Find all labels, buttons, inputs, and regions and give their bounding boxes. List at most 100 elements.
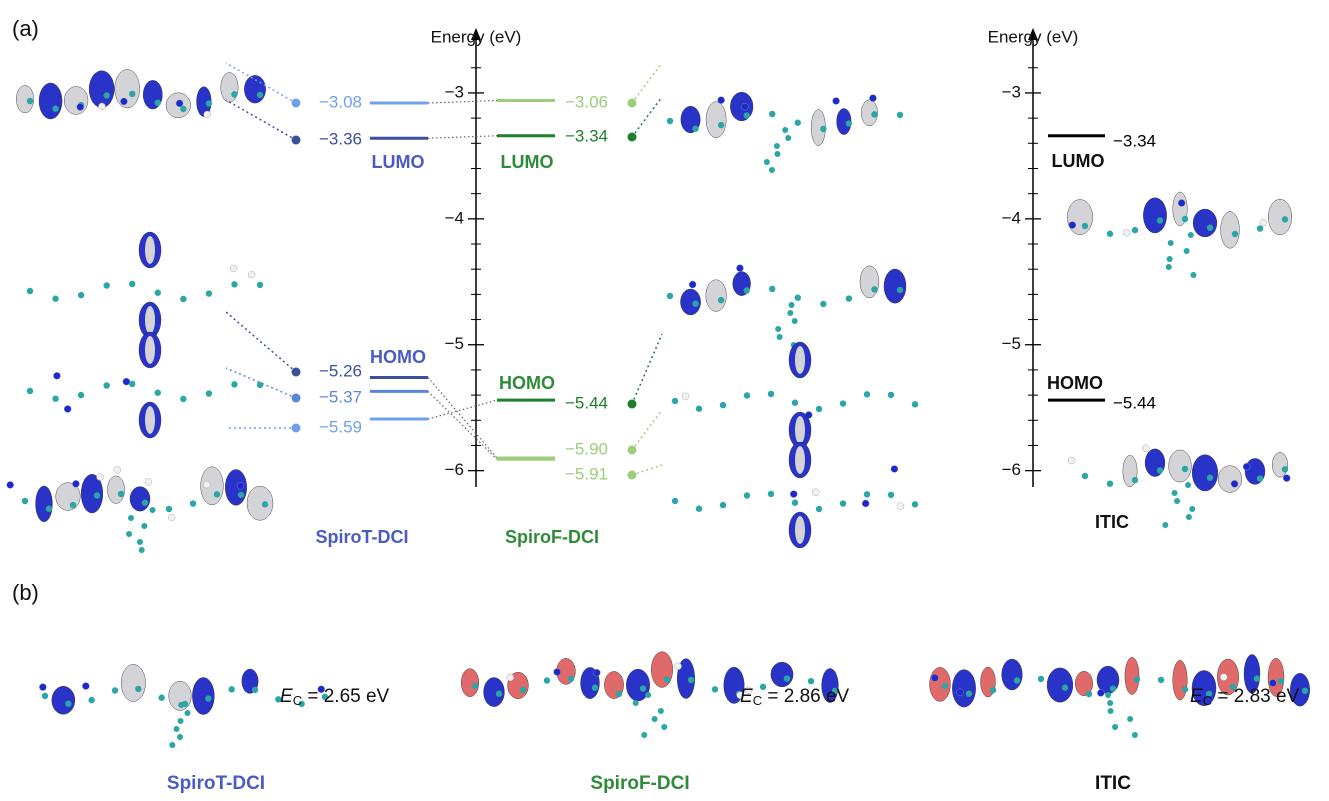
atom bbox=[1127, 716, 1134, 722]
orbital-lobe bbox=[35, 485, 53, 523]
atom bbox=[719, 401, 727, 409]
leader-line bbox=[631, 333, 663, 405]
atom bbox=[639, 685, 647, 692]
atom bbox=[744, 686, 753, 694]
atom bbox=[896, 286, 904, 294]
atom bbox=[1171, 490, 1178, 496]
atom bbox=[228, 686, 235, 693]
orbital-lobe bbox=[821, 668, 839, 703]
atom bbox=[1181, 215, 1189, 223]
coulomb-energy: EC = 2.83 eV bbox=[1190, 686, 1300, 708]
orbital-lobe bbox=[1168, 449, 1192, 483]
orbital-lobe bbox=[1220, 211, 1240, 249]
atom bbox=[256, 281, 264, 289]
atom bbox=[180, 395, 187, 403]
orbital-lobe bbox=[461, 668, 479, 697]
atom bbox=[261, 501, 269, 508]
atom bbox=[820, 300, 827, 308]
orbital-lobe bbox=[680, 288, 701, 316]
tick-label: −4 bbox=[445, 208, 464, 227]
atom bbox=[82, 682, 90, 690]
atom bbox=[205, 100, 213, 107]
atom bbox=[839, 500, 847, 507]
energy-text: = 2.65 eV bbox=[302, 686, 389, 707]
molecule-name: SpiroF-DCI bbox=[505, 527, 599, 547]
atom bbox=[666, 117, 674, 125]
atom bbox=[167, 513, 176, 522]
atom bbox=[129, 380, 136, 388]
atom bbox=[863, 391, 871, 398]
atom bbox=[1181, 686, 1189, 693]
molecule-render bbox=[666, 264, 907, 348]
atom bbox=[783, 675, 791, 682]
atom bbox=[839, 400, 847, 407]
molecule-render bbox=[461, 651, 839, 738]
lumo-label: LUMO bbox=[1052, 151, 1105, 171]
atom bbox=[1106, 230, 1114, 237]
tick-label: −3 bbox=[1002, 82, 1021, 101]
atom bbox=[743, 112, 750, 119]
atom bbox=[72, 480, 80, 488]
atom bbox=[553, 668, 561, 676]
atom bbox=[641, 732, 648, 738]
atom bbox=[39, 683, 47, 691]
lumo-label: LUMO bbox=[372, 152, 425, 172]
atom bbox=[1185, 482, 1192, 488]
atom bbox=[741, 102, 749, 111]
orbital-lobe bbox=[770, 661, 794, 688]
atom bbox=[136, 539, 143, 545]
molecule-render bbox=[671, 441, 919, 549]
atom bbox=[1067, 456, 1076, 465]
atom bbox=[103, 282, 110, 289]
atom bbox=[471, 682, 479, 690]
atom bbox=[1131, 732, 1138, 738]
atom bbox=[666, 292, 674, 300]
orbital-lobe bbox=[1001, 658, 1023, 691]
atom bbox=[1081, 222, 1089, 230]
atom bbox=[989, 686, 997, 694]
molecule-render bbox=[39, 664, 329, 748]
leader-line bbox=[225, 62, 297, 104]
atom bbox=[138, 547, 145, 553]
atom bbox=[1085, 690, 1093, 698]
atom bbox=[26, 387, 34, 395]
atom bbox=[1256, 225, 1264, 232]
atom bbox=[743, 392, 751, 399]
symbol: E bbox=[1190, 686, 1203, 707]
leader-line bbox=[631, 409, 663, 451]
atom bbox=[203, 110, 211, 119]
molecule-render bbox=[6, 466, 274, 553]
orbital-lobe bbox=[483, 677, 505, 707]
atom bbox=[896, 111, 904, 119]
orbital-lobe bbox=[626, 668, 650, 702]
atom bbox=[1242, 463, 1251, 471]
atom bbox=[688, 280, 697, 289]
orbital-lobe bbox=[88, 70, 115, 108]
orbital-lobe bbox=[145, 336, 155, 364]
atom bbox=[506, 673, 515, 682]
atom bbox=[1166, 256, 1173, 262]
atom bbox=[1187, 232, 1194, 238]
atom bbox=[651, 716, 658, 722]
atom bbox=[1206, 474, 1214, 481]
atom bbox=[717, 296, 725, 304]
atom bbox=[1068, 221, 1077, 229]
atom bbox=[1131, 226, 1139, 234]
atom bbox=[1157, 676, 1165, 684]
orbital-lobe bbox=[795, 416, 805, 444]
atom bbox=[815, 405, 823, 413]
molecule-render bbox=[1067, 191, 1292, 278]
atom bbox=[1183, 248, 1190, 254]
atom bbox=[815, 505, 823, 513]
orbital-lobe bbox=[1075, 671, 1093, 696]
atom bbox=[1107, 708, 1114, 714]
orbital-lobe bbox=[861, 99, 878, 127]
orbital-lobe bbox=[246, 485, 274, 521]
atom bbox=[144, 478, 153, 486]
atom bbox=[98, 102, 106, 111]
atom bbox=[65, 700, 72, 707]
atom bbox=[247, 270, 256, 279]
atom bbox=[671, 497, 679, 505]
atom bbox=[45, 505, 53, 512]
atom bbox=[615, 690, 623, 698]
